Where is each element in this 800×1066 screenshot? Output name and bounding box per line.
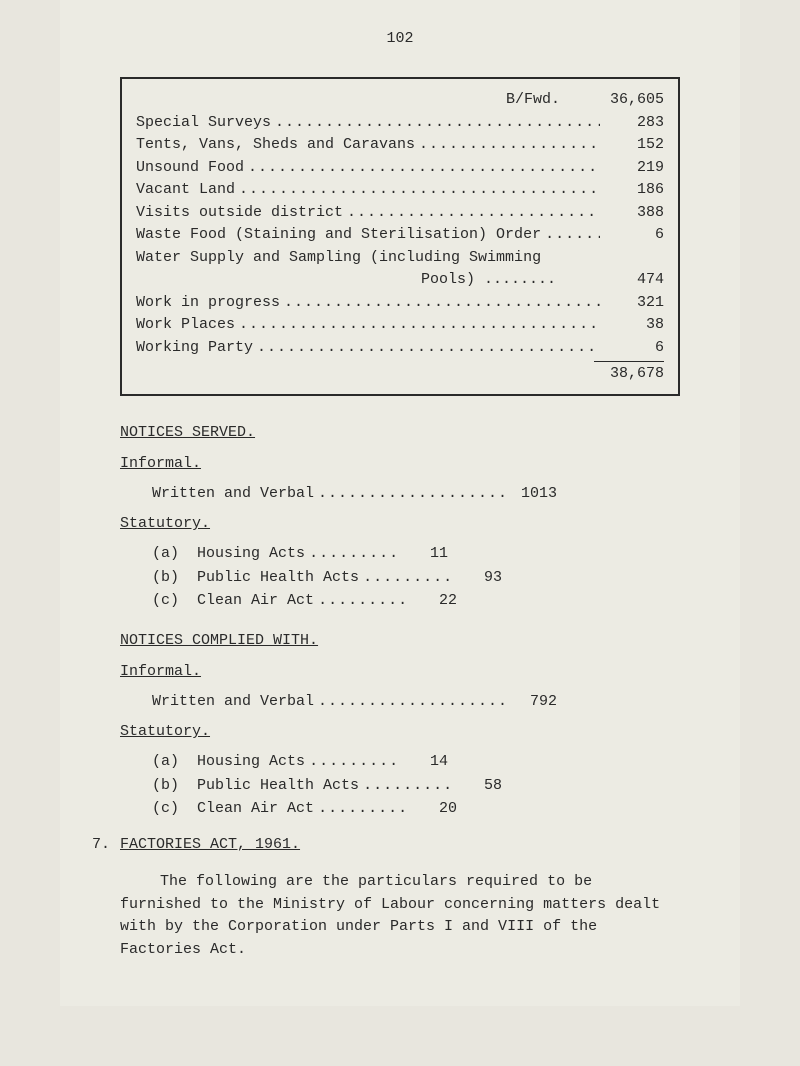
row-value: 22 xyxy=(412,589,457,612)
row-value: 14 xyxy=(403,750,448,773)
row-label: (c) Clean Air Act xyxy=(152,589,314,612)
table-row: (a) Housing Acts ..................... 1… xyxy=(152,542,680,565)
multiline-row: Water Supply and Sampling (including Swi… xyxy=(136,247,664,292)
table-row: (b) Public Health Acts .................… xyxy=(152,566,680,589)
table-row: Visits outside district ................… xyxy=(136,202,664,225)
informal-heading: Informal. xyxy=(120,455,680,472)
row-label: Written and Verbal xyxy=(152,690,314,713)
leader-dots: ........................................… xyxy=(419,134,600,157)
row-value: 283 xyxy=(604,112,664,135)
row-label: (c) Clean Air Act xyxy=(152,797,314,820)
notices-complied-heading: NOTICES COMPLIED WITH. xyxy=(120,632,680,649)
row-value: 219 xyxy=(604,157,664,180)
row-label: Vacant Land xyxy=(136,179,235,202)
section-7-heading: 7. FACTORIES ACT, 1961. xyxy=(120,836,680,853)
row-label: (b) Public Health Acts xyxy=(152,774,359,797)
leader-dots: ..................... xyxy=(318,589,408,612)
row-value: 6 xyxy=(604,224,664,247)
table-row: (a) Housing Acts ..................... 1… xyxy=(152,750,680,773)
row-label: Special Surveys xyxy=(136,112,271,135)
bfwd-value: 36,605 xyxy=(610,89,664,112)
informal-block: Written and Verbal .....................… xyxy=(120,690,680,713)
row-label: Work Places xyxy=(136,314,235,337)
multiline-line2: Pools) ........ 474 xyxy=(136,269,664,292)
table-row: Unsound Food ...........................… xyxy=(136,157,664,180)
table-row: Working Party ..........................… xyxy=(136,337,664,360)
table-row: Written and Verbal .....................… xyxy=(152,482,680,505)
leader-dots: ........................................… xyxy=(257,337,600,360)
leader-dots: ........................................… xyxy=(347,202,600,225)
table-row: Work in progress .......................… xyxy=(136,292,664,315)
row-value: 321 xyxy=(604,292,664,315)
section-number: 7. xyxy=(92,836,120,853)
leader-dots: ........................................… xyxy=(275,112,600,135)
informal-heading: Informal. xyxy=(120,663,680,680)
document-page: 102 B/Fwd. 36,605 Special Surveys ......… xyxy=(60,0,740,1006)
leader-dots: ..................... xyxy=(309,542,399,565)
leader-dots: ...................... xyxy=(318,690,508,713)
leader-dots: ........................................… xyxy=(248,157,600,180)
row-value: 38 xyxy=(604,314,664,337)
row-value: 792 xyxy=(512,690,557,713)
table-row: (c) Clean Air Act ..................... … xyxy=(152,589,680,612)
row-label: Written and Verbal xyxy=(152,482,314,505)
row-value: 20 xyxy=(412,797,457,820)
statutory-heading: Statutory. xyxy=(120,515,680,532)
table-row: Work Places ............................… xyxy=(136,314,664,337)
table-row: Special Surveys ........................… xyxy=(136,112,664,135)
table-row: (b) Public Health Acts .................… xyxy=(152,774,680,797)
row-label: Tents, Vans, Sheds and Caravans xyxy=(136,134,415,157)
table-row: (c) Clean Air Act ..................... … xyxy=(152,797,680,820)
section-title: FACTORIES ACT, 1961. xyxy=(120,836,300,853)
bfwd-label: B/Fwd. xyxy=(506,89,560,112)
row-label: Working Party xyxy=(136,337,253,360)
brought-forward-row: B/Fwd. 36,605 xyxy=(136,89,664,112)
table-row: Waste Food (Staining and Sterilisation) … xyxy=(136,224,664,247)
total-row: 38,678 xyxy=(136,362,664,386)
multiline-label: Pools) ........ xyxy=(136,269,556,292)
statutory-heading: Statutory. xyxy=(120,723,680,740)
notices-served-heading: NOTICES SERVED. xyxy=(120,424,680,441)
row-label: Waste Food (Staining and Sterilisation) … xyxy=(136,224,541,247)
leader-dots: ........................................… xyxy=(239,179,600,202)
leader-dots: ..................... xyxy=(318,797,408,820)
leader-dots: ................. xyxy=(363,566,453,589)
leader-dots: ........................................… xyxy=(239,314,600,337)
multiline-value: 474 xyxy=(637,269,664,292)
row-value: 11 xyxy=(403,542,448,565)
leader-dots: ..................... xyxy=(309,750,399,773)
statutory-block: (a) Housing Acts ..................... 1… xyxy=(120,542,680,612)
page-number: 102 xyxy=(120,30,680,47)
leader-dots: ...... xyxy=(545,224,600,247)
row-label: (a) Housing Acts xyxy=(152,750,305,773)
leader-dots: ........................................… xyxy=(284,292,600,315)
summary-box: B/Fwd. 36,605 Special Surveys ..........… xyxy=(120,77,680,396)
leader-dots: ...................... xyxy=(318,482,508,505)
row-value: 93 xyxy=(457,566,502,589)
row-label: (a) Housing Acts xyxy=(152,542,305,565)
row-label: Work in progress xyxy=(136,292,280,315)
section-7-paragraph: The following are the particulars requir… xyxy=(120,871,680,961)
multiline-line1: Water Supply and Sampling (including Swi… xyxy=(136,247,664,270)
total-value: 38,678 xyxy=(610,362,664,386)
row-label: Visits outside district xyxy=(136,202,343,225)
row-value: 1013 xyxy=(512,482,557,505)
statutory-block: (a) Housing Acts ..................... 1… xyxy=(120,750,680,820)
row-value: 152 xyxy=(604,134,664,157)
table-row: Tents, Vans, Sheds and Caravans ........… xyxy=(136,134,664,157)
leader-dots: ................. xyxy=(363,774,453,797)
row-value: 388 xyxy=(604,202,664,225)
table-row: Written and Verbal .....................… xyxy=(152,690,680,713)
row-label: (b) Public Health Acts xyxy=(152,566,359,589)
row-value: 58 xyxy=(457,774,502,797)
table-row: Vacant Land ............................… xyxy=(136,179,664,202)
row-value: 6 xyxy=(604,337,664,360)
row-value: 186 xyxy=(604,179,664,202)
informal-block: Written and Verbal .....................… xyxy=(120,482,680,505)
row-label: Unsound Food xyxy=(136,157,244,180)
